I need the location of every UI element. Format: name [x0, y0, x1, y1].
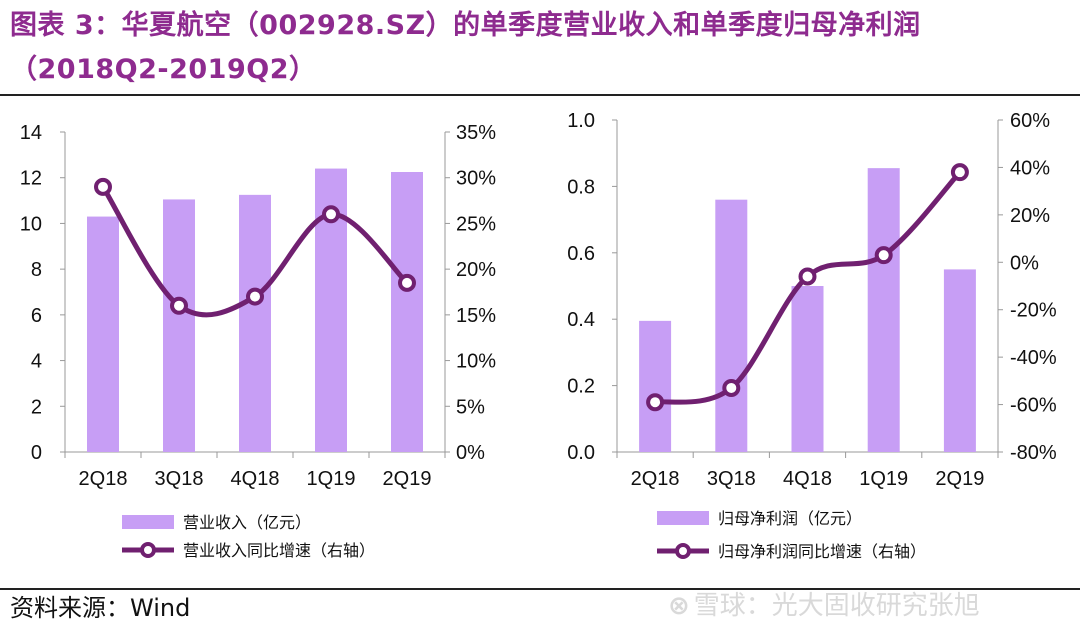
watermark: ⊗ 雪球：光大固收研究张旭	[668, 586, 980, 626]
chart2-left-tick-label: 0.0	[567, 442, 595, 464]
chart1-left-tick-label: 12	[20, 168, 42, 190]
chart2-category-label-3Q18: 3Q18	[707, 468, 756, 490]
chart2-category-label-2Q19: 2Q19	[935, 468, 984, 490]
chart1-left-tick-label: 4	[31, 351, 42, 373]
chart1-growth-point-4Q18	[246, 287, 264, 306]
chart1-left-tick-label: 2	[31, 396, 42, 418]
chart2-growth-point-2Q18	[646, 393, 665, 412]
bottom-divider	[0, 588, 1080, 590]
chart2-growth-point-4Q18	[798, 267, 817, 286]
chart2-legend-bar-label: 归母净利润（亿元）	[718, 509, 862, 528]
chart2-legend-line-marker	[675, 543, 691, 559]
chart1-left-tick-label: 10	[20, 213, 42, 235]
chart2-left-tick-label: 1.0	[567, 110, 595, 132]
chart1-legend-line-label: 营业收入同比增速（右轴）	[183, 541, 375, 560]
chart1-right-tick-label: 5%	[456, 396, 485, 418]
chart1-left-tick-label: 8	[31, 259, 42, 281]
chart2-left-tick-label: 0.8	[567, 176, 595, 198]
chart1-left-tick-label: 14	[20, 122, 42, 144]
chart1-growth-point-2Q18	[94, 177, 112, 196]
chart2-category-label-2Q18: 2Q18	[631, 468, 680, 490]
chart1-growth-point-1Q19	[322, 205, 340, 224]
chart1-bar-2Q18	[87, 216, 119, 452]
chart2-right-tick-label: 60%	[1010, 110, 1050, 132]
chart1-right-tick-label: 10%	[456, 351, 496, 373]
chart1-bar-3Q18	[163, 199, 195, 452]
chart1-left-tick-label: 6	[31, 305, 42, 327]
chart2-right-tick-label: -60%	[1010, 395, 1057, 417]
watermark-logo-icon: ⊗	[668, 591, 690, 621]
chart2-right-tick-label: 0%	[1010, 252, 1039, 274]
chart2-right-tick-label: 20%	[1010, 205, 1050, 227]
chart2-right-tick-label: -80%	[1010, 442, 1057, 464]
chart2-legend-bar-swatch	[657, 511, 709, 525]
chart1-right-tick-label: 25%	[456, 213, 496, 235]
chart1-category-label-4Q18: 4Q18	[231, 468, 280, 490]
chart1-left-tick-label: 0	[31, 442, 42, 464]
chart2-left-tick-label: 0.2	[567, 376, 595, 398]
top-divider	[0, 94, 1080, 96]
chart2-right-tick-label: -40%	[1010, 347, 1057, 369]
title-line-2: （2018Q2-2019Q2）	[10, 54, 317, 85]
chart2-bar-1Q19	[867, 168, 900, 452]
chart2-category-label-1Q19: 1Q19	[859, 468, 908, 490]
title-line-1: 图表 3：华夏航空（002928.SZ）的单季度营业收入和单季度归母净利润	[10, 10, 921, 41]
chart1-category-label-2Q18: 2Q18	[79, 468, 128, 490]
chart2-growth-point-1Q19	[874, 246, 893, 265]
chart2-legend-line-label: 归母净利润同比增速（右轴）	[718, 542, 926, 561]
chart2-bar-3Q18	[715, 199, 748, 452]
chart1-right-tick-label: 35%	[456, 122, 496, 144]
chart2-bar-2Q19	[943, 269, 976, 452]
chart1-category-label-2Q19: 2Q19	[383, 468, 432, 490]
chart1-right-tick-label: 0%	[456, 442, 485, 464]
chart2-left-tick-label: 0.6	[567, 243, 595, 265]
chart2-left-tick-label: 0.4	[567, 309, 595, 331]
chart-title: 图表 3：华夏航空（002928.SZ）的单季度营业收入和单季度归母净利润 （2…	[10, 4, 1070, 92]
chart1-right-tick-label: 20%	[456, 259, 496, 281]
chart1-category-label-1Q19: 1Q19	[307, 468, 356, 490]
chart1-category-label-3Q18: 3Q18	[155, 468, 204, 490]
chart2-right-tick-label: 40%	[1010, 157, 1050, 179]
chart2-category-label-4Q18: 4Q18	[783, 468, 832, 490]
chart1-legend-line-marker	[140, 542, 156, 558]
chart1-bar-4Q18	[239, 194, 271, 452]
chart1-growth-point-2Q19	[398, 273, 416, 292]
chart2-right-tick-label: -20%	[1010, 300, 1057, 322]
chart1-legend-bar-label: 营业收入（亿元）	[183, 513, 311, 532]
chart2-growth-point-3Q18	[722, 378, 741, 397]
chart1-legend-bar-swatch	[122, 515, 174, 529]
watermark-text: 雪球：光大固收研究张旭	[693, 591, 980, 621]
chart1-right-tick-label: 15%	[456, 305, 496, 327]
chart2-growth-point-2Q19	[950, 163, 969, 182]
chart2-bar-2Q18	[639, 320, 672, 452]
chart1-growth-point-3Q18	[170, 296, 188, 315]
chart2-bar-4Q18	[791, 286, 824, 452]
chart1-right-tick-label: 30%	[456, 168, 496, 190]
source-note: 资料来源：Wind	[10, 594, 191, 622]
chart1-bar-2Q19	[391, 172, 423, 452]
